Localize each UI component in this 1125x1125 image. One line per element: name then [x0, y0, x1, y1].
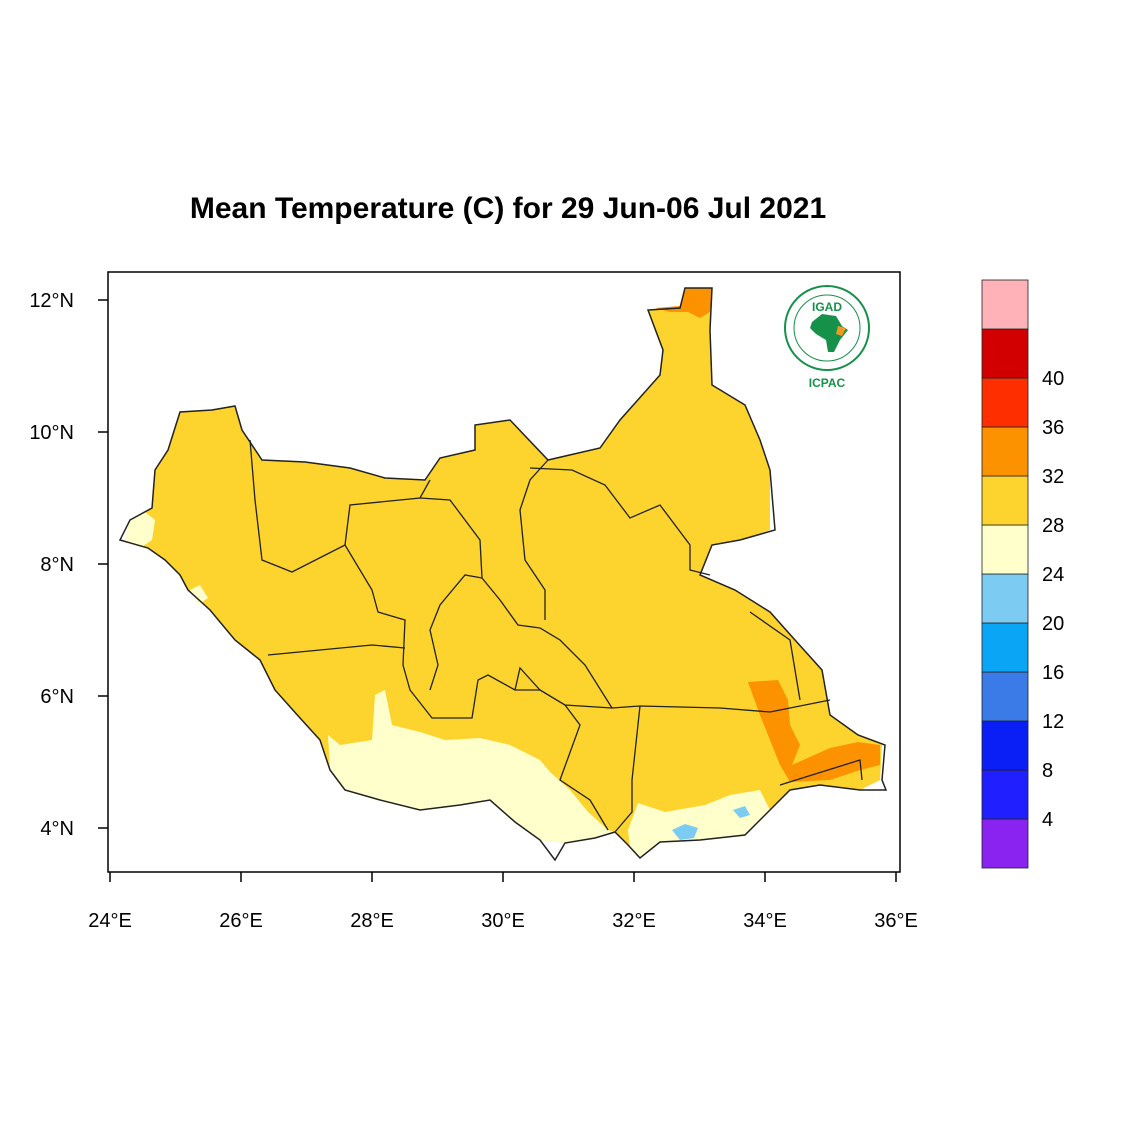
country-outline [118, 287, 888, 862]
colorbar-label: 28 [1042, 515, 1064, 537]
colorbar-label: 20 [1042, 613, 1064, 635]
colorbar-box [981, 818, 1029, 869]
region-16-20-spot-a [672, 824, 698, 840]
region-16-20-spot-b [733, 806, 750, 818]
x-tick-label: 32°E [612, 910, 656, 932]
x-tick-label: 26°E [219, 910, 263, 932]
state-boundaries [249, 439, 863, 833]
y-tick-label: 12°N [29, 290, 74, 312]
y-axis: 4°N 6°N 8°N 10°N 12°N [29, 290, 108, 840]
region-28-32-east [748, 680, 880, 782]
x-tick-label: 28°E [350, 910, 394, 932]
colorbar-label: 40 [1042, 368, 1064, 390]
region-below-24-southeast [628, 790, 770, 858]
region-24-28 [125, 288, 882, 858]
y-tick-label: 4°N [40, 818, 74, 840]
colorbar-box [981, 769, 1029, 820]
region-highlight-icon [836, 326, 846, 336]
logo-org: ICPAC [809, 376, 846, 390]
colorbar-box [981, 573, 1029, 624]
colorbar-label: 32 [1042, 466, 1064, 488]
colorbar-label: 12 [1042, 711, 1064, 733]
x-tick-label: 30°E [481, 910, 525, 932]
y-tick-label: 10°N [29, 422, 74, 444]
region-28-32-north [655, 288, 712, 318]
colorbar-box [981, 671, 1029, 722]
colorbar-label: 36 [1042, 417, 1064, 439]
colorbar-box [981, 279, 1029, 330]
x-tick-label: 34°E [743, 910, 787, 932]
colorbar-box [981, 720, 1029, 771]
logo-name: IGAD [812, 300, 842, 314]
x-axis: 24°E 26°E 28°E 30°E 32°E 34°E 36°E [88, 872, 918, 932]
y-tick-label: 6°N [40, 686, 74, 708]
map-title: Mean Temperature (C) for 29 Jun-06 Jul 2… [189, 192, 827, 225]
y-tick-label: 8°N [40, 554, 74, 576]
x-tick-label: 36°E [874, 910, 918, 932]
colorbar-label: 16 [1042, 662, 1064, 684]
colorbar-box [981, 328, 1029, 379]
colorbar-box [981, 622, 1029, 673]
plot-frame [107, 271, 901, 873]
colorbar-box [981, 524, 1029, 575]
region-below-24-west [125, 512, 155, 548]
x-tick-label: 24°E [88, 910, 132, 932]
colorbar-box [981, 475, 1029, 526]
temperature-field [125, 288, 882, 858]
colorbar: 4 8 12 16 20 24 28 32 36 40 [981, 279, 1064, 869]
colorbar-label: 4 [1042, 809, 1053, 831]
colorbar-box [981, 377, 1029, 428]
africa-icon [810, 314, 848, 352]
colorbar-box [981, 426, 1029, 477]
igad-logo: IGAD ICPAC [784, 285, 870, 390]
colorbar-label: 24 [1042, 564, 1064, 586]
colorbar-label: 8 [1042, 760, 1053, 782]
region-below-24-sw [190, 585, 208, 605]
